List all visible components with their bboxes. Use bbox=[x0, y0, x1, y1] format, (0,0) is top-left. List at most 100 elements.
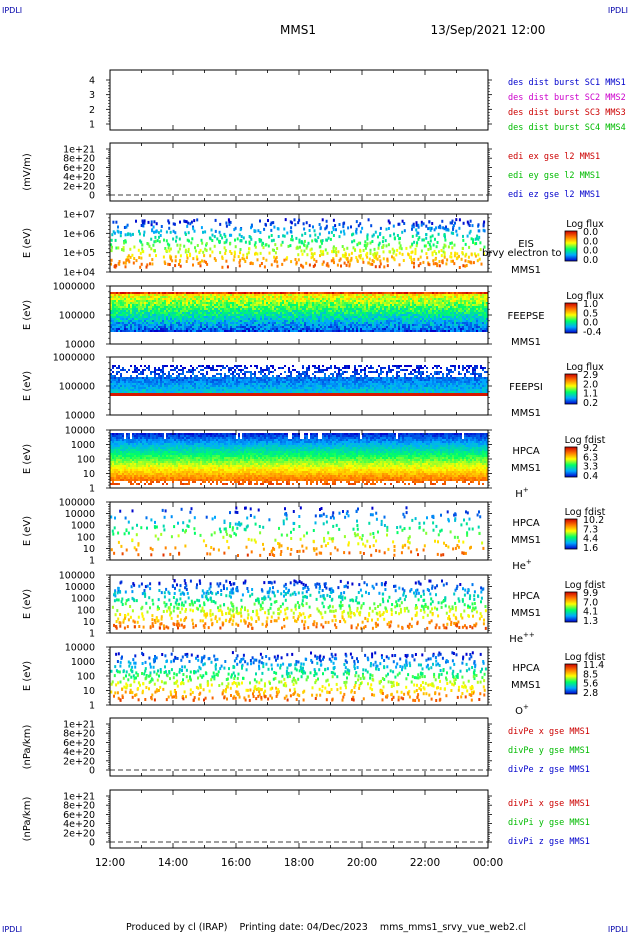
heatmap-cell bbox=[132, 330, 134, 332]
heatmap-cell bbox=[382, 326, 384, 328]
heatmap-cell bbox=[368, 302, 370, 304]
heatmap-cell bbox=[154, 318, 156, 320]
heatmap-cell bbox=[212, 318, 214, 320]
heatmap-cell bbox=[480, 304, 482, 306]
heatmap-cell bbox=[438, 302, 440, 304]
heatmap-cell bbox=[434, 330, 436, 332]
heatmap-cell bbox=[428, 304, 430, 306]
heatmap-cell bbox=[252, 314, 254, 316]
heatmap-cell bbox=[450, 221, 453, 225]
heatmap-cell bbox=[272, 304, 274, 306]
heatmap-cell bbox=[348, 308, 350, 310]
heatmap-cell bbox=[168, 306, 170, 308]
heatmap-cell bbox=[328, 292, 330, 294]
heatmap-cell bbox=[446, 308, 448, 310]
heatmap-cell bbox=[418, 316, 420, 318]
heatmap-cell bbox=[356, 308, 358, 310]
heatmap-cell bbox=[118, 296, 120, 298]
heatmap-cell bbox=[416, 314, 418, 316]
heatmap-cell bbox=[388, 318, 390, 320]
heatmap-cell bbox=[174, 306, 176, 308]
heatmap-cell bbox=[326, 330, 328, 332]
heatmap-cell bbox=[246, 320, 248, 322]
heatmap-cell bbox=[262, 292, 264, 294]
heatmap-cell bbox=[396, 316, 398, 318]
heatmap-cell bbox=[194, 302, 196, 304]
heatmap-cell bbox=[406, 316, 408, 318]
heatmap-cell bbox=[156, 318, 158, 320]
heatmap-cell bbox=[434, 300, 436, 302]
heatmap-cell bbox=[254, 292, 256, 294]
heatmap-cell bbox=[308, 296, 310, 298]
heatmap-cell bbox=[188, 316, 190, 318]
heatmap-cell bbox=[298, 322, 300, 324]
heatmap-cell bbox=[175, 239, 177, 243]
heatmap-cell bbox=[426, 318, 428, 320]
heatmap-cell bbox=[266, 304, 268, 306]
heatmap-cell bbox=[138, 294, 140, 296]
heatmap-cell bbox=[470, 324, 472, 326]
heatmap-cell bbox=[430, 326, 432, 328]
legend-entry: des dist burst SC4 MMS4 bbox=[508, 123, 626, 133]
heatmap-cell bbox=[452, 231, 455, 235]
heatmap-cell bbox=[286, 231, 289, 235]
heatmap-cell bbox=[256, 320, 258, 322]
heatmap-cell bbox=[278, 302, 280, 304]
heatmap-cell bbox=[474, 254, 477, 258]
heatmap-cell bbox=[300, 322, 302, 324]
heatmap-cell bbox=[118, 300, 120, 302]
heatmap-cell bbox=[300, 308, 302, 310]
heatmap-cell bbox=[233, 250, 236, 254]
heatmap-cell bbox=[118, 320, 120, 322]
heatmap-cell bbox=[486, 298, 488, 300]
heatmap-cell bbox=[228, 300, 230, 302]
heatmap-cell bbox=[169, 257, 172, 261]
heatmap-cell bbox=[334, 304, 336, 306]
heatmap-cell bbox=[384, 300, 386, 302]
heatmap-cell bbox=[414, 252, 417, 256]
heatmap-cell bbox=[484, 306, 486, 308]
heatmap-cell bbox=[152, 298, 154, 300]
heatmap-cell bbox=[262, 308, 264, 310]
y-tick-label: 8e+20 bbox=[63, 154, 95, 165]
heatmap-cell bbox=[182, 292, 184, 294]
heatmap-cell bbox=[216, 326, 218, 328]
heatmap-cell bbox=[312, 225, 314, 229]
heatmap-cell bbox=[446, 300, 448, 302]
heatmap-cell bbox=[194, 330, 196, 332]
heatmap-cell bbox=[450, 294, 452, 296]
heatmap-cell bbox=[162, 296, 164, 298]
heatmap-cell bbox=[464, 310, 466, 312]
heatmap-cell bbox=[338, 235, 341, 239]
heatmap-cell bbox=[202, 298, 204, 300]
heatmap-cell bbox=[140, 306, 142, 308]
heatmap-cell bbox=[282, 234, 285, 238]
heatmap-cell bbox=[332, 320, 334, 322]
heatmap-cell bbox=[294, 306, 296, 308]
heatmap-cell bbox=[140, 304, 142, 306]
heatmap-cell bbox=[410, 306, 412, 308]
heatmap-cell bbox=[132, 304, 134, 306]
heatmap-cell bbox=[474, 310, 476, 312]
heatmap-cell bbox=[422, 306, 424, 308]
heatmap-cell bbox=[346, 322, 348, 324]
heatmap-cell bbox=[470, 312, 472, 314]
heatmap-cell bbox=[310, 300, 312, 302]
heatmap-cell bbox=[404, 306, 406, 308]
heatmap-cell bbox=[310, 308, 312, 310]
heatmap-cell bbox=[362, 292, 364, 294]
heatmap-cell bbox=[426, 300, 428, 302]
heatmap-cell bbox=[227, 218, 230, 222]
heatmap-cell bbox=[452, 224, 455, 227]
heatmap-cell bbox=[223, 246, 226, 250]
heatmap-cell bbox=[151, 262, 154, 266]
heatmap-cell bbox=[326, 328, 328, 330]
heatmap-cell bbox=[204, 296, 206, 298]
heatmap-cell bbox=[475, 242, 478, 245]
heatmap-cell bbox=[132, 326, 134, 328]
heatmap-cell bbox=[146, 306, 148, 308]
heatmap-cell bbox=[204, 324, 206, 326]
heatmap-cell bbox=[128, 298, 130, 300]
heatmap-cell bbox=[120, 316, 122, 318]
heatmap-cell bbox=[478, 322, 480, 324]
